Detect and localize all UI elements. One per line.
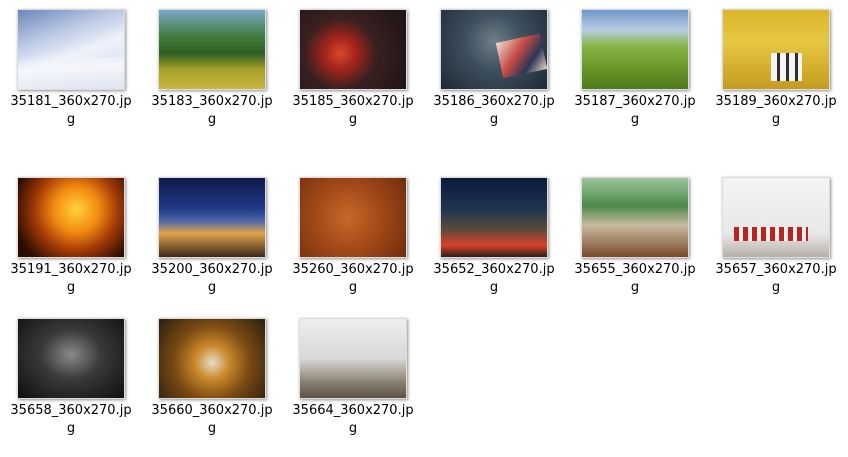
image-thumbnail[interactable] — [17, 318, 125, 399]
file-item[interactable]: 35185_360x270.jpg — [282, 0, 414, 140]
image-thumbnail[interactable] — [299, 9, 407, 90]
file-name: 35183_360x270.jpg — [151, 94, 273, 127]
image-thumbnail[interactable] — [581, 177, 689, 258]
file-item[interactable]: 35189_360x270.jpg — [705, 0, 837, 140]
file-name: 35200_360x270.jpg — [151, 262, 273, 295]
image-thumbnail[interactable] — [299, 177, 407, 258]
image-thumbnail[interactable] — [581, 9, 689, 90]
file-item[interactable]: 35658_360x270.jpg — [0, 309, 132, 449]
file-item[interactable]: 35664_360x270.jpg — [282, 309, 414, 449]
file-name: 35652_360x270.jpg — [433, 262, 555, 295]
file-name: 35260_360x270.jpg — [292, 262, 414, 295]
file-item[interactable]: 35183_360x270.jpg — [141, 0, 273, 140]
file-name: 35189_360x270.jpg — [715, 94, 837, 127]
image-thumbnail[interactable] — [158, 318, 266, 399]
file-item[interactable]: 35191_360x270.jpg — [0, 168, 132, 308]
file-name: 35191_360x270.jpg — [10, 262, 132, 295]
file-name: 35664_360x270.jpg — [292, 403, 414, 436]
file-name: 35657_360x270.jpg — [715, 262, 837, 295]
file-name: 35655_360x270.jpg — [574, 262, 696, 295]
file-item[interactable]: 35181_360x270.jpg — [0, 0, 132, 140]
image-thumbnail[interactable] — [17, 9, 125, 90]
file-item[interactable]: 35187_360x270.jpg — [564, 0, 696, 140]
file-name: 35187_360x270.jpg — [574, 94, 696, 127]
file-item[interactable]: 35186_360x270.jpg — [423, 0, 555, 140]
file-item[interactable]: 35657_360x270.jpg — [705, 168, 837, 308]
file-name: 35660_360x270.jpg — [151, 403, 273, 436]
file-name: 35181_360x270.jpg — [10, 94, 132, 127]
file-item[interactable]: 35260_360x270.jpg — [282, 168, 414, 308]
image-thumbnail[interactable] — [722, 177, 830, 258]
image-thumbnail[interactable] — [17, 177, 125, 258]
file-name: 35185_360x270.jpg — [292, 94, 414, 127]
file-item[interactable]: 35655_360x270.jpg — [564, 168, 696, 308]
file-item[interactable]: 35200_360x270.jpg — [141, 168, 273, 308]
image-thumbnail[interactable] — [440, 9, 548, 90]
image-thumbnail[interactable] — [158, 177, 266, 258]
file-name: 35186_360x270.jpg — [433, 94, 555, 127]
image-thumbnail[interactable] — [299, 318, 407, 399]
file-item[interactable]: 35660_360x270.jpg — [141, 309, 273, 449]
image-thumbnail[interactable] — [440, 177, 548, 258]
image-thumbnail[interactable] — [158, 9, 266, 90]
file-item[interactable]: 35652_360x270.jpg — [423, 168, 555, 308]
file-name: 35658_360x270.jpg — [10, 403, 132, 436]
image-thumbnail[interactable] — [722, 9, 830, 90]
